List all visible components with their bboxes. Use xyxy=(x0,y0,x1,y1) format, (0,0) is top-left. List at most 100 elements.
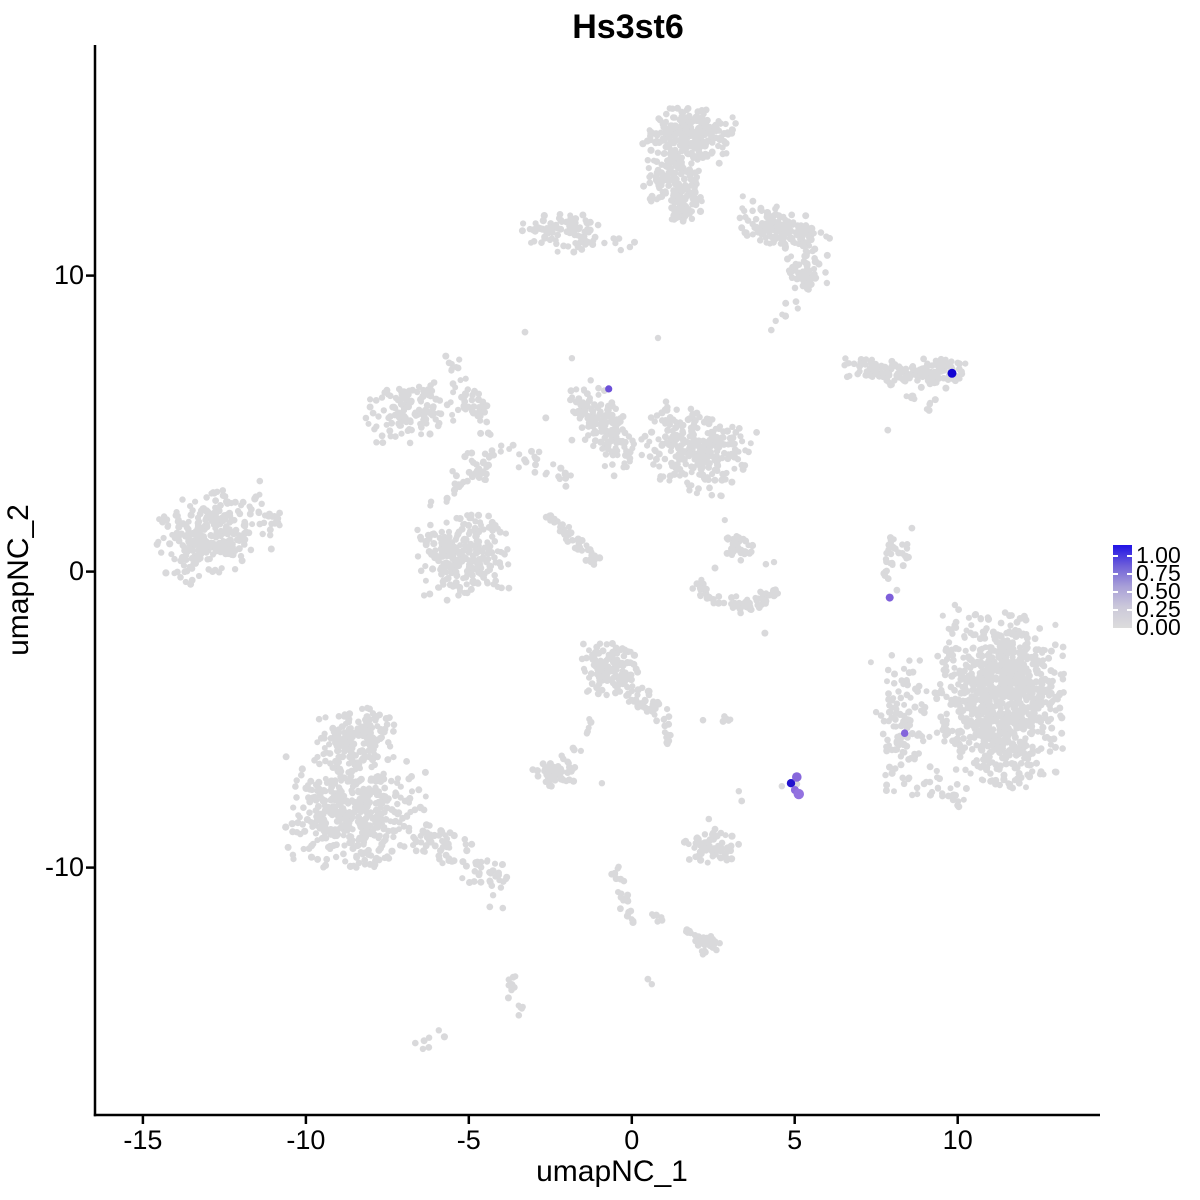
cell-point xyxy=(421,768,429,776)
cell-point xyxy=(1011,702,1019,710)
cell-point xyxy=(587,377,594,384)
cell-point xyxy=(475,871,483,879)
cell-point xyxy=(434,552,441,560)
cell-point xyxy=(954,801,961,809)
cell-point xyxy=(799,268,807,276)
cell-point xyxy=(679,119,686,126)
cell-point xyxy=(1034,716,1041,724)
cell-point xyxy=(1029,743,1036,751)
cell-point xyxy=(603,641,610,648)
cell-point xyxy=(404,396,411,403)
cell-point xyxy=(717,120,724,127)
cell-point xyxy=(179,520,187,528)
cell-point xyxy=(639,140,647,148)
cell-point xyxy=(892,746,899,754)
cell-point xyxy=(386,427,394,435)
cell-point xyxy=(781,312,790,320)
cell-point xyxy=(1047,647,1055,655)
cell-point xyxy=(929,377,936,385)
cell-point xyxy=(158,549,165,556)
cell-point xyxy=(968,746,976,753)
cell-point xyxy=(531,453,538,460)
cell-point xyxy=(266,526,274,534)
cell-point xyxy=(589,414,596,422)
cell-point xyxy=(1003,704,1010,711)
cell-point xyxy=(479,554,487,561)
cell-point xyxy=(417,567,425,575)
cell-point xyxy=(196,530,204,538)
cell-point xyxy=(673,436,680,443)
cell-point xyxy=(994,688,1000,695)
cell-point xyxy=(655,182,663,190)
cell-point xyxy=(971,631,979,638)
cell-point xyxy=(686,433,693,440)
cell-point xyxy=(1020,664,1027,671)
cell-point xyxy=(337,773,344,781)
cell-point xyxy=(621,444,628,451)
cell-point xyxy=(976,673,983,680)
cell-point xyxy=(696,144,703,151)
cell-point xyxy=(477,878,485,886)
cell-point xyxy=(1017,724,1024,731)
cell-point xyxy=(1023,634,1031,642)
cell-point xyxy=(970,676,978,684)
cell-point xyxy=(486,903,494,911)
cell-point xyxy=(978,776,986,783)
cell-point xyxy=(306,786,314,793)
cell-point xyxy=(449,380,457,388)
cell-point xyxy=(628,696,635,703)
cell-point xyxy=(423,402,431,409)
cell-point xyxy=(535,448,543,456)
cell-point xyxy=(943,375,951,382)
cell-point xyxy=(980,738,988,745)
cell-point xyxy=(710,940,718,948)
cell-point xyxy=(893,738,901,745)
cell-point xyxy=(688,149,695,157)
cell-point xyxy=(906,721,914,729)
cell-point xyxy=(728,478,736,486)
cell-point xyxy=(741,207,748,215)
cell-point xyxy=(1015,659,1024,667)
cell-point xyxy=(686,487,693,494)
cell-point xyxy=(996,749,1003,756)
cell-point xyxy=(681,145,688,152)
cell-point xyxy=(452,472,460,480)
cell-point xyxy=(992,695,999,702)
cell-point xyxy=(422,563,429,570)
cell-point xyxy=(590,442,597,450)
cell-point xyxy=(610,416,616,422)
cell-point xyxy=(647,172,654,179)
cell-point xyxy=(802,222,810,229)
cell-point xyxy=(926,400,933,408)
cell-point xyxy=(911,703,919,711)
cell-point xyxy=(375,798,382,806)
cell-point xyxy=(711,456,719,464)
cell-point xyxy=(1036,691,1044,698)
cell-point xyxy=(439,860,446,867)
cell-point xyxy=(960,796,967,803)
cell-point xyxy=(239,498,247,506)
cell-point xyxy=(382,833,390,840)
cell-point xyxy=(722,476,729,483)
y-tick-label: -10 xyxy=(45,852,84,882)
cell-point xyxy=(936,681,944,688)
cell-point xyxy=(381,824,388,831)
x-tick-label: -10 xyxy=(286,1125,325,1155)
cell-point xyxy=(594,221,602,229)
cell-point xyxy=(612,405,619,412)
cell-point xyxy=(776,224,784,232)
cell-point xyxy=(582,668,588,675)
cell-point xyxy=(846,372,853,379)
cell-point xyxy=(595,391,602,398)
cell-point xyxy=(488,447,496,454)
cell-point xyxy=(378,394,386,401)
cell-point xyxy=(650,698,657,705)
cell-point xyxy=(362,808,369,815)
cell-point xyxy=(655,450,663,458)
cell-point xyxy=(1009,654,1016,661)
cell-point xyxy=(646,179,654,187)
cell-point xyxy=(224,500,231,507)
x-tick-label: -15 xyxy=(123,1125,162,1155)
cell-point xyxy=(727,451,734,458)
cell-point xyxy=(464,386,471,393)
